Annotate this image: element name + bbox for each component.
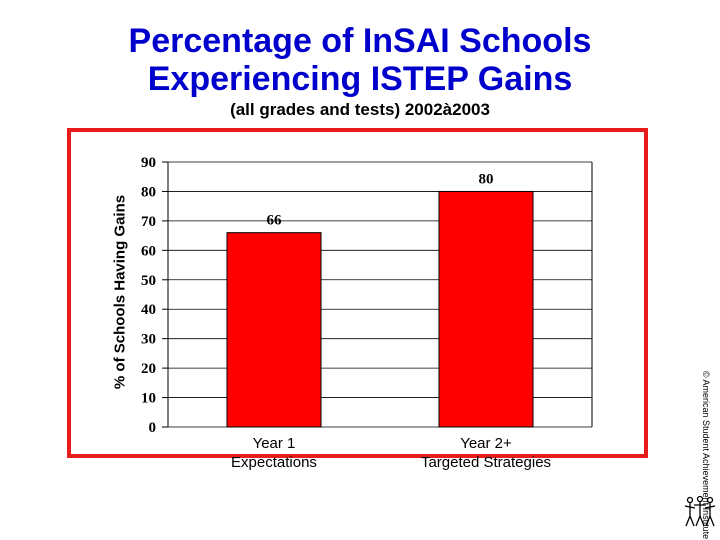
y-tick-label: 70 [141,214,156,230]
x-category-label: Year 2+ Targeted Strategies [420,435,552,471]
y-tick-label: 10 [141,391,156,407]
data-label: 66 [267,213,283,229]
y-tick-label: 20 [141,361,156,377]
data-label: 80 [479,171,494,187]
y-tick-label: 0 [149,420,157,436]
title-line-2: Experiencing ISTEP Gains [147,60,573,98]
title-line-1: Percentage of InSAI Schools [128,22,592,60]
chart-frame [67,128,648,458]
institute-logo-icon [684,495,716,527]
x-category-label: Year 1 Expectations [231,435,317,471]
y-tick-label: 60 [141,243,156,259]
y-tick-label: 90 [141,155,156,171]
bar [226,232,322,428]
subtitle: (all grades and tests) 2002à2003 [230,100,490,119]
y-tick-label: 80 [141,184,156,200]
bar [438,190,534,428]
y-tick-label: 40 [141,302,156,318]
y-tick-label: 30 [141,332,156,348]
y-tick-label: 50 [141,273,156,289]
